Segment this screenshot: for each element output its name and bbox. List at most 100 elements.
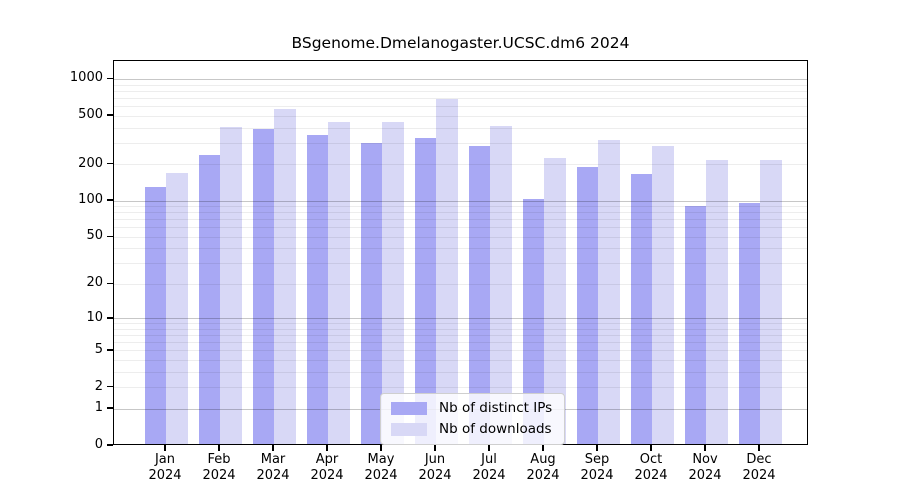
chart-title: BSgenome.Dmelanogaster.UCSC.dm6 2024 [291,34,630,52]
x-axis-tick-label: Nov 2024 [688,452,722,483]
x-axis-tick [434,445,436,451]
y-axis-tick [107,349,113,351]
x-axis-tick-label: Jun 2024 [418,452,452,483]
x-axis-tick-label: Oct 2024 [634,452,668,483]
legend-swatch-distinct-ips [391,401,427,415]
x-axis-tick-label: Aug 2024 [526,452,560,483]
x-axis-tick-label: Mar 2024 [256,452,290,483]
legend-entry-distinct-ips: Nb of distinct IPs [391,400,552,416]
bar-downloads [382,122,404,444]
bar-distinct-ips [630,174,652,444]
minor-gridline [114,236,807,238]
minor-gridline [114,323,807,325]
major-gridline [114,78,807,80]
x-axis-tick-label: May 2024 [364,452,398,483]
x-axis-tick [758,445,760,451]
x-axis-tick [704,445,706,451]
minor-gridline [114,227,807,229]
y-axis-tick [107,235,113,238]
bar-distinct-ips [684,205,706,444]
major-gridline [114,200,807,202]
x-axis-tick-label: Dec 2024 [742,452,776,483]
x-axis-tick [542,445,544,451]
bar-distinct-ips [468,145,490,444]
y-axis-tick [107,444,113,446]
bar-downloads [436,98,458,444]
y-axis-tick-label: 0 [94,437,103,452]
bar-distinct-ips [360,143,382,444]
minor-gridline [114,263,807,265]
bar-distinct-ips [306,134,328,444]
minor-gridline [114,360,807,362]
minor-gridline [114,328,807,330]
legend-entry-downloads: Nb of downloads [391,421,552,437]
legend-label-distinct-ips: Nb of distinct IPs [439,400,553,416]
minor-gridline [114,115,807,117]
bar-distinct-ips [198,155,220,444]
minor-gridline [114,350,807,352]
bar-downloads [274,109,296,444]
x-axis-tick [596,445,598,451]
y-axis-tick [107,162,113,165]
bar-downloads [220,126,242,444]
minor-gridline [114,212,807,214]
y-axis-tick [107,114,113,116]
y-axis-tick-label: 200 [78,155,103,171]
minor-gridline [114,206,807,208]
minor-gridline [114,387,807,389]
minor-gridline [114,164,807,166]
bar-distinct-ips [738,202,760,444]
bar-distinct-ips [144,187,166,444]
minor-gridline [114,335,807,337]
x-axis-tick [326,445,328,451]
x-axis-tick [218,445,220,451]
minor-gridline [114,84,807,86]
bar-downloads [490,126,512,444]
x-axis-tick-label: Feb 2024 [202,452,236,483]
plot-area: Nb of distinct IPs Nb of downloads [113,60,808,445]
legend: Nb of distinct IPs Nb of downloads [380,393,566,445]
minor-gridline [114,248,807,250]
y-axis-tick-label: 1000 [69,70,103,86]
bar-downloads [328,122,350,444]
x-axis-tick [164,445,166,451]
bar-distinct-ips [414,137,436,444]
minor-gridline [114,127,807,129]
y-axis-tick [107,317,113,319]
minor-gridline [114,371,807,373]
bar-downloads [544,157,566,444]
y-axis-tick [107,385,113,388]
minor-gridline [114,106,807,108]
x-axis-tick-label: Jul 2024 [472,452,506,483]
major-gridline [114,318,807,320]
legend-label-downloads: Nb of downloads [439,421,552,437]
x-axis-tick [488,445,490,451]
minor-gridline [114,219,807,221]
bar-downloads [760,160,782,444]
x-axis-tick-label: Jan 2024 [148,452,182,483]
bar-distinct-ips [252,129,274,444]
y-axis-tick-label: 10 [86,309,103,325]
y-axis-tick [107,77,113,80]
bar-downloads [166,172,188,444]
y-axis-tick-label: 500 [78,107,103,123]
y-axis-tick-label: 20 [86,275,103,291]
x-axis-tick [380,445,382,451]
minor-gridline [114,90,807,92]
bar-downloads [652,145,674,444]
x-axis-tick [650,445,652,451]
y-axis-tick-label: 100 [78,192,103,208]
y-axis-tick-label: 1 [94,400,103,416]
minor-gridline [114,97,807,99]
x-axis-tick [272,445,274,451]
y-axis-tick-label: 5 [94,341,103,357]
minor-gridline [114,283,807,285]
legend-swatch-downloads [391,422,427,436]
bar-distinct-ips [522,199,544,444]
y-axis-tick-label: 2 [94,378,103,394]
bar-downloads [706,160,728,444]
bar-downloads [598,140,620,444]
x-axis-tick-label: Apr 2024 [310,452,344,483]
y-axis-tick [107,407,113,409]
